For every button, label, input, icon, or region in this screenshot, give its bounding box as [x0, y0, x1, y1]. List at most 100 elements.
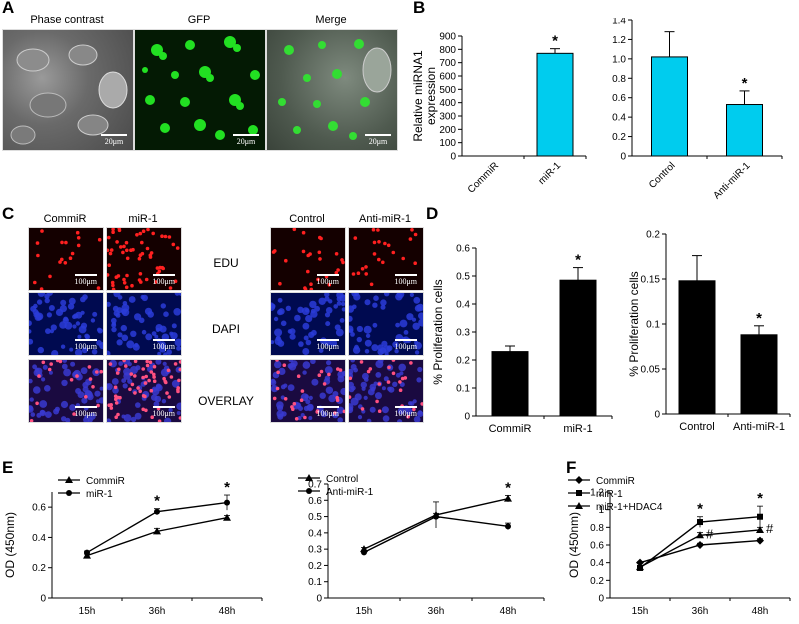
y-tick-label: 1.2	[612, 35, 626, 46]
y-tick-label: 0.6	[308, 496, 322, 507]
marker-diamond	[696, 541, 704, 549]
scale-bar-label: 100μm	[316, 277, 339, 286]
gfp-image: 20μm	[134, 29, 266, 151]
x-tick-label: Control	[647, 160, 678, 191]
significance-marker: *	[505, 479, 511, 496]
panel-label-d: D	[426, 204, 439, 223]
marker-triangle	[223, 513, 231, 521]
panel-c-image: 100μm	[28, 292, 104, 356]
y-tick-label: 0.8	[590, 523, 604, 534]
chart-d-left: 0 0.1 0.2 0.3 0.4 0.5 0.6 CommiR * miR-1 % Prolife…	[431, 244, 613, 435]
marker-circle	[84, 549, 90, 556]
y-tick-label: 0.1	[646, 320, 660, 331]
y-axis-label: Relative miRNA1	[411, 50, 425, 142]
panel-c-row-overlay: OVERLAY	[198, 394, 254, 408]
y-tick-label: 0.7	[308, 480, 322, 491]
panel-c-image: 100μm	[28, 227, 104, 291]
panel-a-title-phase: Phase contrast	[30, 14, 104, 26]
y-tick-label: 0	[450, 152, 456, 163]
panel-c-image: 100μm	[270, 227, 346, 291]
x-tick-label: Anti-miR-1	[733, 421, 785, 433]
bar	[678, 280, 716, 415]
x-tick-label: miR-1	[563, 423, 592, 435]
scale-bar-label: 100μm	[74, 277, 97, 286]
panel-c-image: 100μm	[106, 227, 182, 291]
panel-c-row-edu: EDU	[213, 256, 239, 270]
legend-label: Anti-miR-1	[326, 487, 374, 498]
x-tick-label: miR-1	[536, 160, 563, 187]
bar	[491, 351, 529, 417]
bar	[726, 104, 763, 157]
marker-circle	[306, 488, 312, 494]
significance-marker: #	[766, 521, 774, 536]
y-tick-label: 1.4	[612, 18, 626, 27]
x-tick-label: 15h	[632, 606, 649, 617]
y-tick-label: 0.6	[32, 503, 46, 514]
y-tick-label: 0.6	[456, 244, 470, 255]
significance-marker: *	[575, 252, 581, 269]
y-tick-label: 0.4	[456, 300, 470, 311]
x-tick-label: 36h	[428, 606, 445, 617]
x-tick-label: 36h	[149, 606, 166, 617]
y-tick-label: 0.8	[612, 74, 626, 85]
panel-c-row-dapi: DAPI	[211, 322, 240, 336]
marker-square	[576, 490, 582, 496]
bar	[536, 52, 574, 157]
marker-circle	[154, 508, 160, 515]
y-axis-label: OD (450nm)	[3, 512, 17, 578]
significance-marker: *	[697, 501, 703, 518]
y-axis-label: % Proliferation cells	[431, 279, 445, 384]
legend-label: miR-1	[596, 489, 623, 500]
y-tick-label: 0.2	[308, 561, 322, 572]
y-tick-label: 0.3	[308, 545, 322, 556]
y-tick-label: 900	[439, 32, 456, 43]
significance-marker: *	[552, 33, 558, 50]
y-tick-label: 0.2	[590, 576, 604, 587]
panel-c-header-anti-mir1: Anti-miR-1	[359, 213, 411, 225]
panel-c-image: 100μm	[270, 292, 346, 356]
y-tick-label: 1.2	[590, 488, 604, 499]
y-tick-label: 0.6	[590, 541, 604, 552]
x-tick-label: 48h	[500, 606, 517, 617]
y-tick-label: 0.4	[612, 113, 626, 124]
y-tick-label: 0.2	[646, 230, 660, 241]
marker-diamond	[575, 476, 583, 484]
panel-label-f: F	[566, 458, 577, 477]
legend-label: miR-1+HDAC4	[596, 502, 663, 513]
panel-c-image: 100μm	[348, 359, 424, 423]
marker-triangle	[65, 476, 73, 483]
panel-c-header-control: Control	[289, 213, 325, 225]
marker-triangle	[575, 502, 583, 509]
y-tick-label: 0	[40, 594, 46, 605]
marker-square	[757, 513, 763, 520]
y-tick-label: 0.4	[32, 533, 46, 544]
significance-marker: *	[757, 490, 763, 507]
y-tick-label: 0.1	[308, 577, 322, 588]
marker-circle	[224, 499, 230, 506]
y-tick-label: 0.5	[308, 512, 322, 523]
y-tick-label: 0.4	[308, 528, 322, 539]
marker-diamond	[636, 558, 644, 567]
y-tick-label: 0.6	[612, 93, 626, 104]
marker-circle	[505, 523, 511, 530]
significance-marker: #	[706, 526, 714, 541]
scale-bar-label: 100μm	[74, 409, 97, 418]
y-axis-label: % Proliferation cells	[627, 271, 641, 376]
panel-c-image: 100μm	[270, 359, 346, 423]
marker-square	[697, 519, 703, 526]
scale-bar-label: 100μm	[394, 277, 417, 286]
panel-a-title-gfp: GFP	[187, 14, 211, 26]
scale-bar-label: 100μm	[316, 342, 339, 351]
scale-bar-label: 100μm	[394, 342, 417, 351]
panel-label-b: B	[413, 0, 426, 17]
panel-c-header-commir: CommiR	[43, 213, 87, 225]
y-tick-label: 200	[439, 125, 456, 136]
marker-triangle	[636, 563, 644, 571]
scale-bar-label: 100μm	[394, 409, 417, 418]
marker-circle	[433, 513, 439, 520]
scale-bar-label: 20μm	[368, 137, 388, 146]
panel-c-image: 100μm	[106, 359, 182, 423]
x-tick-label: Control	[679, 421, 714, 433]
series-line	[86, 517, 228, 557]
x-tick-label: CommiR	[489, 423, 532, 435]
